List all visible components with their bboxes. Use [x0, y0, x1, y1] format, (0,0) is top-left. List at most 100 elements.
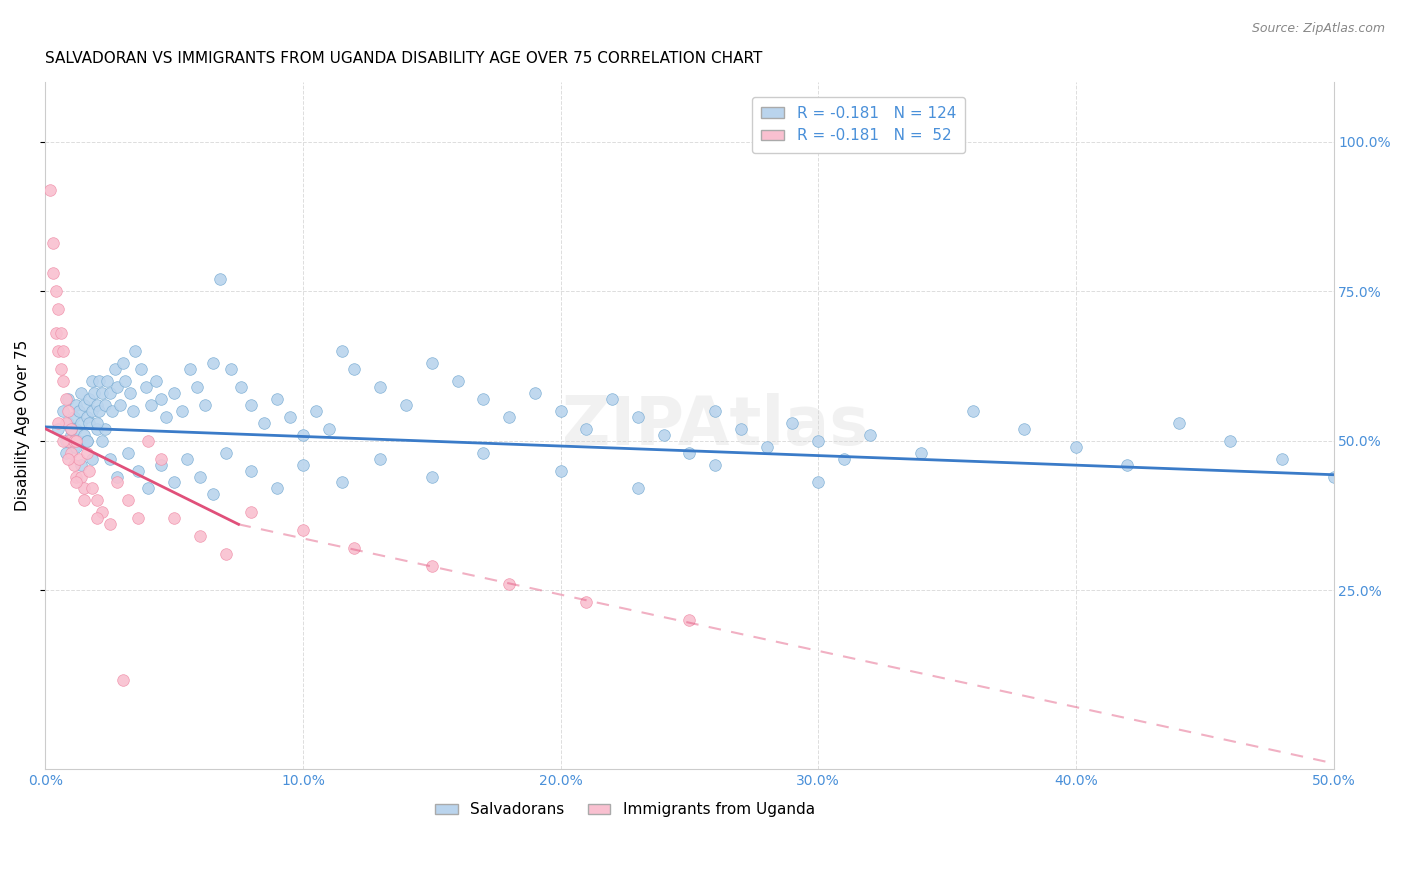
Point	[76, 409, 98, 424]
Point	[498, 409, 520, 424]
Point	[98, 517, 121, 532]
Point	[45, 326, 67, 340]
Point	[127, 511, 149, 525]
Point	[58, 416, 80, 430]
Point	[49, 326, 72, 340]
Point	[807, 475, 830, 490]
Point	[550, 463, 572, 477]
Point	[330, 475, 353, 490]
Point	[107, 475, 129, 490]
Point	[42, 236, 65, 251]
Point	[1167, 416, 1189, 430]
Point	[575, 595, 598, 609]
Point	[1116, 458, 1139, 472]
Point	[627, 409, 650, 424]
Point	[138, 434, 160, 448]
Point	[704, 404, 727, 418]
Point	[600, 392, 623, 406]
Point	[98, 385, 121, 400]
Point	[55, 445, 77, 459]
Point	[46, 422, 69, 436]
Point	[91, 434, 114, 448]
Point	[305, 404, 328, 418]
Point	[65, 422, 87, 436]
Point	[343, 541, 366, 556]
Point	[201, 356, 224, 370]
Point	[70, 458, 93, 472]
Point	[39, 183, 62, 197]
Point	[859, 427, 882, 442]
Point	[80, 374, 103, 388]
Point	[122, 404, 145, 418]
Point	[107, 469, 129, 483]
Point	[60, 422, 83, 436]
Point	[291, 458, 314, 472]
Point	[55, 392, 77, 406]
Point	[65, 434, 87, 448]
Point	[46, 344, 69, 359]
Point	[219, 362, 242, 376]
Point	[89, 374, 111, 388]
Text: Source: ZipAtlas.com: Source: ZipAtlas.com	[1251, 22, 1385, 36]
Point	[60, 427, 83, 442]
Point	[73, 482, 96, 496]
Point	[60, 445, 83, 459]
Point	[420, 559, 443, 574]
Point	[89, 404, 111, 418]
Point	[155, 409, 177, 424]
Point	[80, 451, 103, 466]
Point	[186, 380, 208, 394]
Point	[46, 302, 69, 317]
Point	[240, 463, 263, 477]
Point	[291, 523, 314, 537]
Point	[46, 416, 69, 430]
Point	[139, 398, 162, 412]
Point	[80, 404, 103, 418]
Point	[60, 422, 83, 436]
Point	[107, 380, 129, 394]
Point	[266, 482, 288, 496]
Point	[678, 613, 700, 627]
Point	[98, 451, 121, 466]
Point	[67, 451, 90, 466]
Point	[1322, 469, 1344, 483]
Point	[91, 385, 114, 400]
Point	[910, 445, 932, 459]
Point	[150, 451, 173, 466]
Point	[179, 362, 201, 376]
Text: SALVADORAN VS IMMIGRANTS FROM UGANDA DISABILITY AGE OVER 75 CORRELATION CHART: SALVADORAN VS IMMIGRANTS FROM UGANDA DIS…	[45, 51, 762, 66]
Point	[150, 392, 173, 406]
Point	[67, 434, 90, 448]
Point	[704, 458, 727, 472]
Point	[832, 451, 855, 466]
Point	[93, 398, 115, 412]
Point	[229, 380, 252, 394]
Point	[70, 385, 93, 400]
Point	[108, 398, 131, 412]
Point	[420, 356, 443, 370]
Point	[291, 427, 314, 442]
Point	[209, 272, 232, 286]
Point	[498, 577, 520, 591]
Point	[58, 451, 80, 466]
Point	[111, 356, 134, 370]
Point	[96, 374, 118, 388]
Point	[52, 344, 75, 359]
Point	[318, 422, 340, 436]
Point	[117, 445, 139, 459]
Point	[730, 422, 752, 436]
Point	[73, 427, 96, 442]
Point	[163, 385, 186, 400]
Point	[188, 529, 211, 543]
Point	[62, 440, 84, 454]
Point	[472, 445, 495, 459]
Point	[93, 422, 115, 436]
Point	[62, 409, 84, 424]
Point	[368, 451, 391, 466]
Point	[52, 404, 75, 418]
Point	[343, 362, 366, 376]
Point	[42, 266, 65, 280]
Point	[575, 422, 598, 436]
Point	[70, 469, 93, 483]
Point	[188, 469, 211, 483]
